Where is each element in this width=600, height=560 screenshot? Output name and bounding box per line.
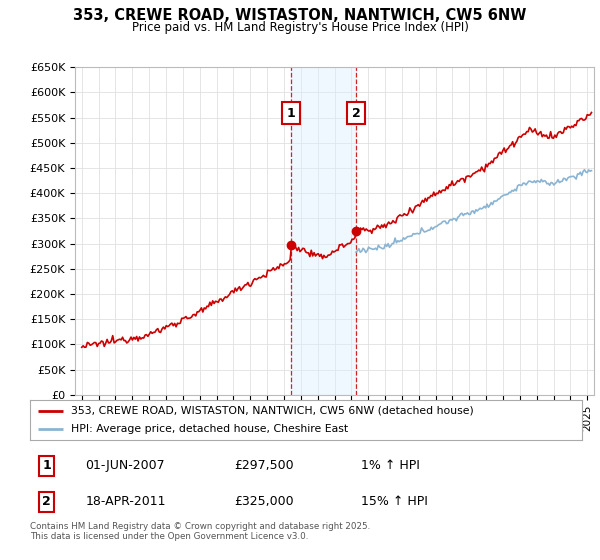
Bar (291, 67, 356, 395)
Text: Price paid vs. HM Land Registry's House Price Index (HPI): Price paid vs. HM Land Registry's House … (131, 21, 469, 34)
Text: 1% ↑ HPI: 1% ↑ HPI (361, 459, 420, 472)
Text: 2: 2 (42, 496, 51, 508)
Text: 15% ↑ HPI: 15% ↑ HPI (361, 496, 428, 508)
Text: 1: 1 (42, 459, 51, 472)
Text: 18-APR-2011: 18-APR-2011 (85, 496, 166, 508)
Text: 1: 1 (287, 106, 295, 120)
Text: HPI: Average price, detached house, Cheshire East: HPI: Average price, detached house, Ches… (71, 424, 349, 434)
Text: 353, CREWE ROAD, WISTASTON, NANTWICH, CW5 6NW (detached house): 353, CREWE ROAD, WISTASTON, NANTWICH, CW… (71, 406, 474, 416)
Text: 2: 2 (352, 106, 361, 120)
Text: 01-JUN-2007: 01-JUN-2007 (85, 459, 165, 472)
Text: £297,500: £297,500 (234, 459, 294, 472)
Text: £325,000: £325,000 (234, 496, 294, 508)
Text: 353, CREWE ROAD, WISTASTON, NANTWICH, CW5 6NW: 353, CREWE ROAD, WISTASTON, NANTWICH, CW… (73, 8, 527, 24)
Text: Contains HM Land Registry data © Crown copyright and database right 2025.
This d: Contains HM Land Registry data © Crown c… (30, 522, 370, 542)
